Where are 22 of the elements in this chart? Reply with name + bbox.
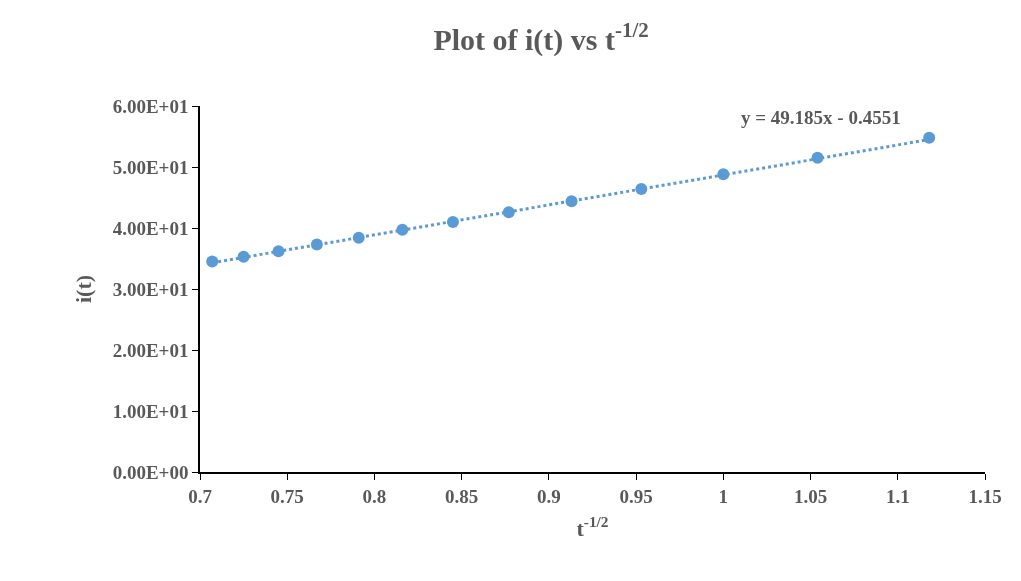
y-tick-label: 6.00E+01 — [112, 95, 189, 117]
x-tick-label: 1 — [718, 485, 729, 507]
y-tick-label: 2.00E+01 — [112, 339, 189, 361]
x-tick-label: 0.9 — [537, 485, 561, 507]
y-tick-label: 3.00E+01 — [112, 278, 189, 300]
y-tick-label: 1.00E+01 — [112, 400, 189, 422]
point — [923, 131, 936, 144]
x-tick-label: 0.85 — [445, 485, 479, 507]
x-tick-label: 0.75 — [270, 485, 304, 507]
chart-title: Plot of i(t) vs t$^{-1/2}$ — [433, 18, 649, 58]
x-tick-label: 1.05 — [793, 485, 828, 507]
x-tick-label: 0.8 — [362, 485, 387, 507]
x-tick-label: 0.95 — [619, 485, 653, 507]
y-axis-title: i(t) — [71, 274, 96, 304]
x-axis-title: t$^{-1/2}$ — [576, 512, 609, 541]
y-tick-label: 5.00E+01 — [112, 156, 189, 178]
y-tick-label: 4.00E+01 — [112, 217, 189, 239]
x-tick-label: 0.7 — [188, 485, 213, 507]
x-tick-label: 1.15 — [968, 485, 1002, 507]
y-tick-label: 0.00E+00 — [112, 461, 189, 483]
x-tick-label: 1.1 — [885, 485, 910, 507]
annotation: y = 49.185x - 0.4551 — [741, 107, 901, 128]
